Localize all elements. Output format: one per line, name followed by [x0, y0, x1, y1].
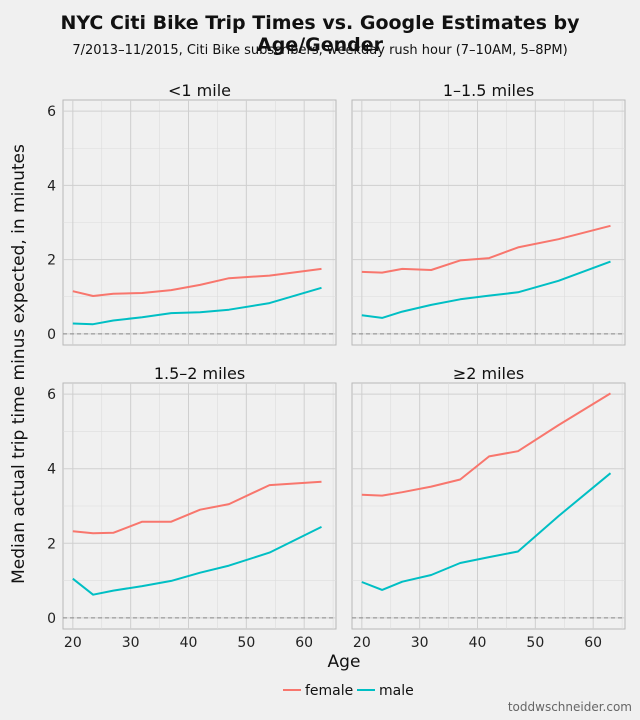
x-tick-label: 30	[122, 635, 140, 651]
x-tick-label: 50	[237, 635, 255, 651]
facet-2-label: 1–1.5 miles	[443, 81, 534, 100]
x-tick-label: 60	[584, 635, 602, 651]
y-tick-label: 0	[47, 327, 56, 343]
legend-label-female: female	[305, 683, 353, 699]
facet-2-line-female	[361, 224, 611, 274]
y-axis-title: Median actual trip time minus expected, …	[9, 144, 29, 584]
y-tick-label: 4	[47, 178, 56, 194]
y-tick-label: 0	[47, 611, 56, 627]
y-tick-label: 2	[47, 536, 56, 552]
facet-4-line-female	[361, 392, 612, 497]
facet-3-line-female	[72, 480, 322, 535]
y-tick-label: 4	[47, 462, 56, 478]
y-tick-label: 6	[47, 104, 56, 120]
legend-label-male: male	[379, 683, 414, 699]
x-tick-label: 30	[411, 635, 429, 651]
facet-3-label: 1.5–2 miles	[154, 364, 245, 383]
facet-4-line-male	[361, 472, 612, 591]
x-tick-label: 40	[180, 635, 198, 651]
facet-1-line-female	[72, 267, 322, 297]
y-tick-label: 2	[47, 253, 56, 269]
x-tick-label: 50	[526, 635, 544, 651]
y-tick-label: 6	[47, 387, 56, 403]
watermark: toddwschneider.com	[507, 700, 632, 714]
facet-1-line-male	[72, 286, 322, 326]
x-tick-label: 20	[64, 635, 82, 651]
chart-title: NYC Citi Bike Trip Times vs. Google Esti…	[60, 12, 580, 56]
x-tick-label: 60	[295, 635, 313, 651]
facet-1-label: <1 mile	[168, 81, 231, 100]
facet-4-label: ≥2 miles	[453, 364, 524, 383]
facet-2-line-male	[361, 260, 611, 319]
x-axis-title: Age	[328, 652, 361, 672]
facet-3-line-male	[72, 526, 322, 596]
x-tick-label: 40	[469, 635, 487, 651]
chart-subtitle: 7/2013–11/2015, Citi Bike subscribers, w…	[72, 43, 568, 58]
x-tick-label: 20	[353, 635, 371, 651]
